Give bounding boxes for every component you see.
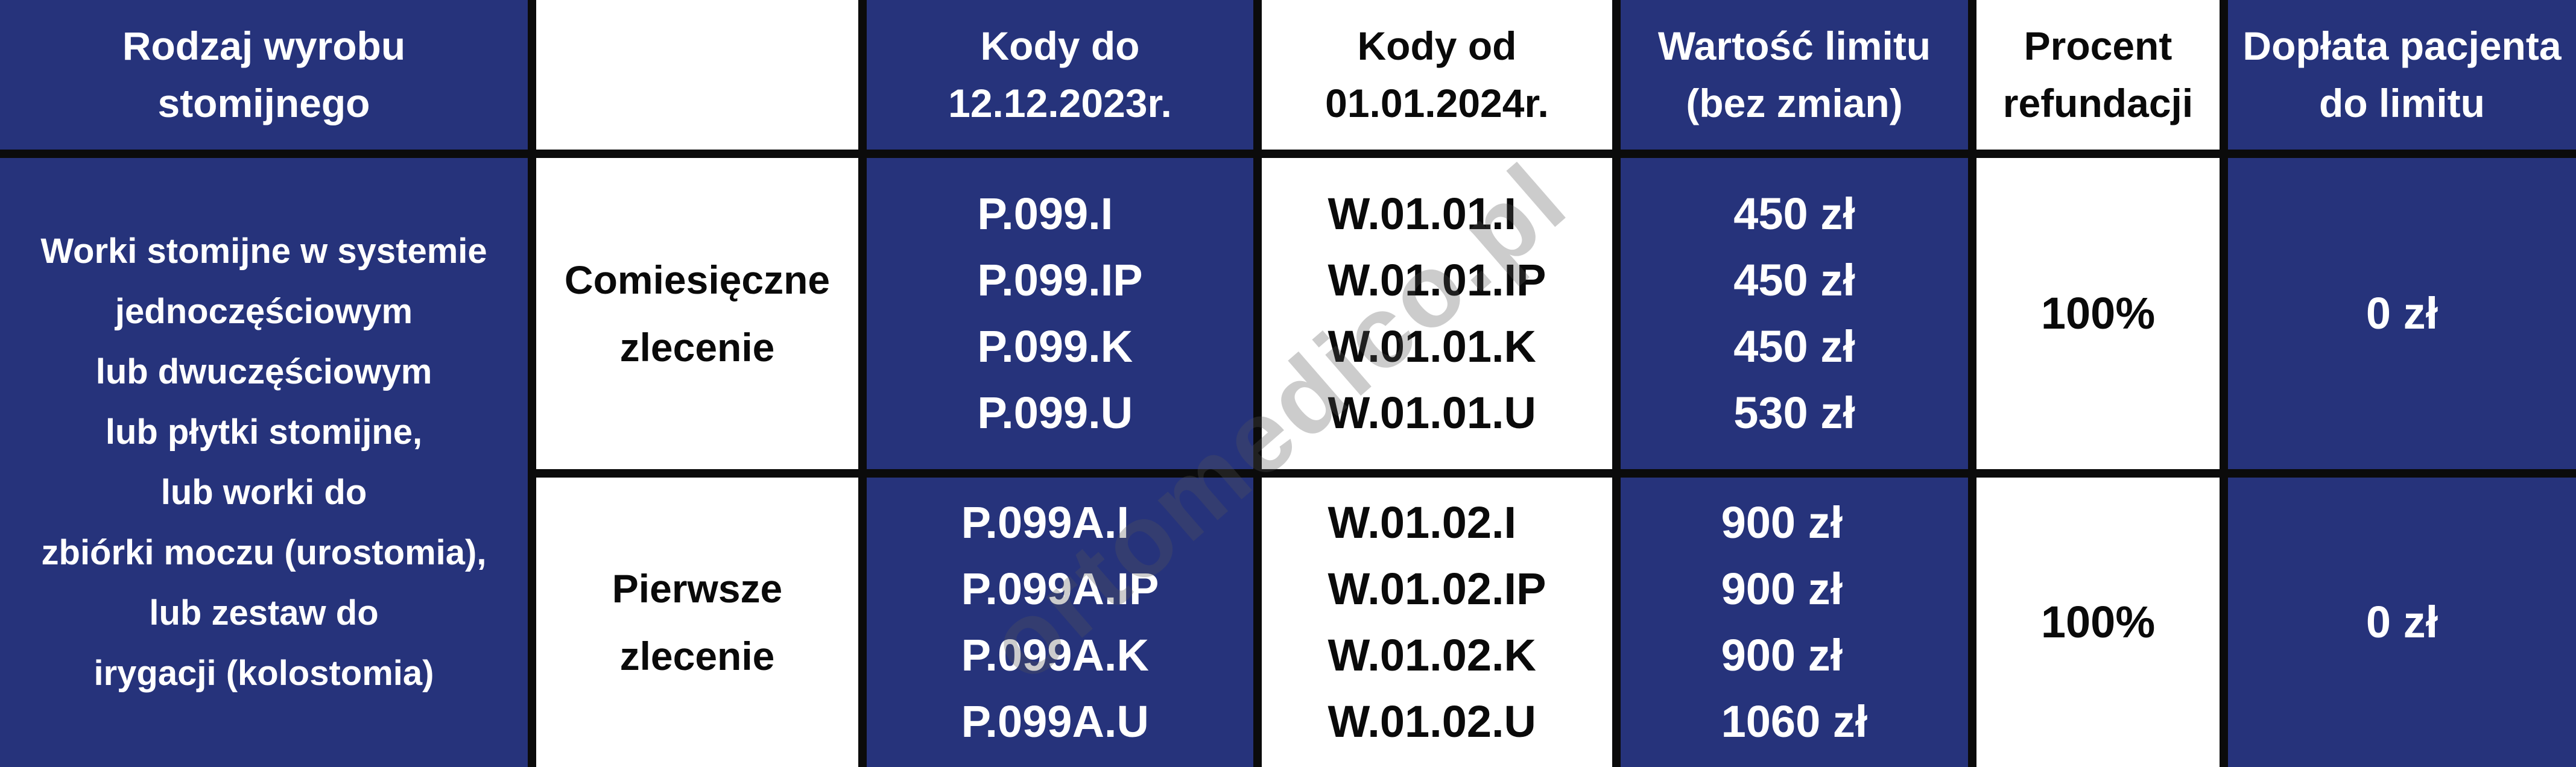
header-codes-old: Kody do 12.12.2023r.	[867, 0, 1253, 150]
row2-codes-old-text: P.099A.I P.099A.IP P.099A.K P.099A.U	[961, 497, 1159, 746]
row2-order-type-cell: Pierwsze zlecenie	[536, 478, 858, 767]
row1-patient-copay-text: 0 zł	[2366, 288, 2438, 338]
row2-limit-value-cell: 900 zł 900 zł 900 zł 1060 zł	[1621, 478, 1968, 767]
header-codes-new-label: Kody od 01.01.2024r.	[1325, 24, 1549, 125]
header-limit-value: Wartość limitu (bez zmian)	[1621, 0, 1968, 150]
product-text: Worki stomijne w systemie jednoczęściowy…	[40, 232, 487, 693]
row2-order-type-text: Pierwsze zlecenie	[612, 566, 783, 678]
header-product-type: Rodzaj wyrobu stomijnego	[0, 0, 528, 150]
row1-order-type-text: Comiesięczne zlecenie	[564, 257, 831, 370]
row2-codes-new-text: W.01.02.I W.01.02.IP W.01.02.K W.01.02.U	[1328, 497, 1546, 746]
row1-limit-value-text: 450 zł 450 zł 450 zł 530 zł	[1733, 189, 1855, 438]
row2-patient-copay-text: 0 zł	[2366, 597, 2438, 647]
row1-refund-percent-text: 100%	[2040, 288, 2156, 338]
row1-order-type-cell: Comiesięczne zlecenie	[536, 158, 858, 469]
header-codes-old-label: Kody do 12.12.2023r.	[948, 24, 1172, 125]
row2-codes-old-cell: P.099A.I P.099A.IP P.099A.K P.099A.U	[867, 478, 1253, 767]
row1-refund-percent-cell: 100%	[1976, 158, 2220, 469]
row2-refund-percent-text: 100%	[2040, 597, 2156, 647]
header-refund-percent-label: Procent refundacji	[2002, 24, 2194, 125]
header-patient-copay: Dopłata pacjenta do limitu	[2228, 0, 2576, 150]
row1-limit-value-cell: 450 zł 450 zł 450 zł 530 zł	[1621, 158, 1968, 469]
row1-patient-copay-cell: 0 zł	[2228, 158, 2576, 469]
product-cell: Worki stomijne w systemie jednoczęściowy…	[0, 158, 528, 767]
row2-refund-percent-cell: 100%	[1976, 478, 2220, 767]
header-codes-new: Kody od 01.01.2024r.	[1262, 0, 1612, 150]
header-patient-copay-label: Dopłata pacjenta do limitu	[2242, 24, 2562, 125]
header-order-type	[536, 0, 858, 150]
row1-codes-new-text: W.01.01.I W.01.01.IP W.01.01.K W.01.01.U	[1328, 189, 1546, 438]
header-limit-value-label: Wartość limitu (bez zmian)	[1657, 24, 1931, 125]
header-refund-percent: Procent refundacji	[1976, 0, 2220, 150]
header-product-type-label: Rodzaj wyrobu stomijnego	[122, 24, 406, 125]
row2-codes-new-cell: W.01.02.I W.01.02.IP W.01.02.K W.01.02.U	[1262, 478, 1612, 767]
row1-codes-new-cell: W.01.01.I W.01.01.IP W.01.01.K W.01.01.U	[1262, 158, 1612, 469]
row2-limit-value-text: 900 zł 900 zł 900 zł 1060 zł	[1721, 497, 1868, 746]
row1-codes-old-text: P.099.I P.099.IP P.099.K P.099.U	[977, 189, 1143, 438]
row2-patient-copay-cell: 0 zł	[2228, 478, 2576, 767]
row1-codes-old-cell: P.099.I P.099.IP P.099.K P.099.U	[867, 158, 1253, 469]
